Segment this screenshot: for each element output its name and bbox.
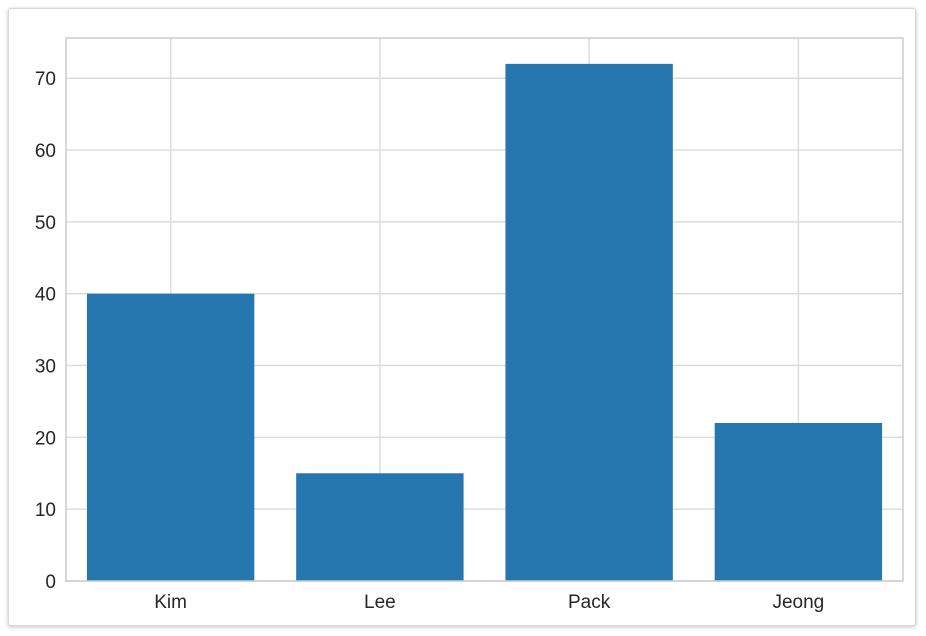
y-axis-tick-labels: 0 10 20 30 40 50 60 70 xyxy=(35,69,56,593)
bar-pack xyxy=(505,63,673,582)
bar-kim xyxy=(86,293,255,581)
x-tick-label: Kim xyxy=(154,592,187,613)
x-tick-label: Lee xyxy=(364,592,396,613)
y-tick-label: 30 xyxy=(35,357,56,378)
bar-jeong xyxy=(714,422,883,581)
x-tick-label: Jeong xyxy=(772,592,824,613)
y-tick-label: 20 xyxy=(35,428,56,449)
y-tick-label: 60 xyxy=(35,141,56,162)
y-tick-label: 0 xyxy=(45,572,56,593)
y-tick-label: 40 xyxy=(35,285,56,306)
x-axis-tick-labels: Kim Lee Pack Jeong xyxy=(154,592,824,613)
bar-lee xyxy=(296,473,464,581)
y-tick-label: 10 xyxy=(35,500,56,521)
x-tick-label: Pack xyxy=(568,592,611,613)
plot-area-border xyxy=(65,37,904,582)
bars xyxy=(86,63,883,582)
y-tick-label: 70 xyxy=(35,69,56,90)
y-tick-label: 50 xyxy=(35,213,56,234)
